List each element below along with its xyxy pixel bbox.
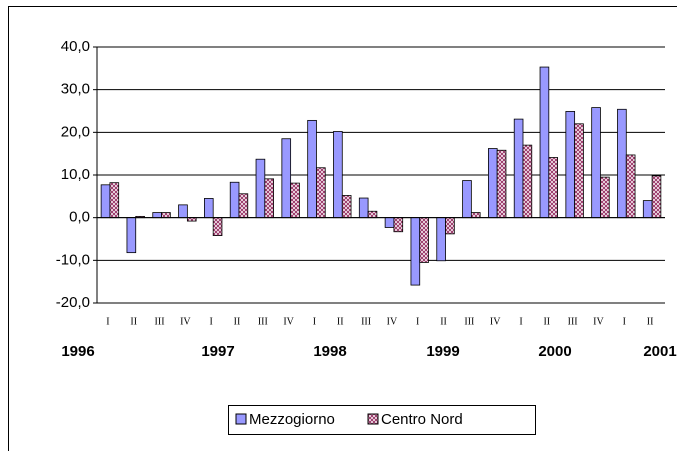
y-tick-label: 10,0 [61,166,90,183]
bar [161,212,171,219]
bar [496,149,507,219]
bar [617,108,627,219]
y-tick-label: 30,0 [61,81,90,98]
bar [470,212,481,219]
bar [109,182,120,219]
x-tick-label: IV [180,316,191,327]
chart-frame [8,6,677,451]
bar [591,107,601,219]
x-tick-label: I [313,316,316,327]
bar [358,197,369,219]
bar [445,217,455,235]
y-tick-label: 40,0 [61,38,90,55]
x-tick-label: III [155,316,165,327]
bar [178,204,188,219]
x-tick-label: I [416,316,419,327]
bar [651,175,662,219]
bar [341,195,352,219]
bar [522,144,533,219]
bar [126,217,137,254]
x-tick-label: IV [283,316,294,327]
x-tick-label: II [130,316,137,327]
x-tick-label: II [337,316,344,327]
x-tick-label: III [361,316,371,327]
x-tick-label: III [258,316,268,327]
y-tick-label: -20,0 [56,294,90,311]
x-tick-label: IV [490,316,501,327]
legend-swatch [235,413,247,425]
legend: Mezzogiorno Centro Nord [228,405,536,435]
x-tick-label: II [234,316,241,327]
year-label: 2000 [538,343,571,360]
x-tick-label: I [519,316,522,327]
year-label: 1998 [313,343,346,360]
bar [565,111,576,219]
bar [625,154,636,219]
bar [384,217,395,228]
bar [488,148,498,219]
bar [548,157,558,219]
x-tick-label: II [440,316,447,327]
bar [513,118,524,219]
bar [367,210,378,219]
bar [186,217,197,222]
year-label: 2001 [643,343,676,360]
bar [462,180,472,219]
bar [229,181,240,219]
year-label: 1999 [426,343,459,360]
y-tick-label: -10,0 [56,251,90,268]
year-label: 1997 [201,343,234,360]
bar [333,131,343,219]
bar [436,217,446,262]
y-tick-label: 0,0 [69,209,90,226]
bar [410,217,421,286]
bar [100,184,111,219]
year-label: 1996 [61,343,94,360]
legend-swatch [367,413,379,425]
legend-label: Mezzogiorno [249,411,335,428]
bar [264,178,274,219]
bar [281,138,292,219]
bar [307,119,317,219]
x-tick-label: I [106,316,109,327]
bar [212,217,223,236]
y-tick-label: 20,0 [61,123,90,140]
x-tick-label: II [543,316,550,327]
bar [204,198,214,219]
bar [255,158,266,219]
bar [539,66,550,219]
bar [600,176,610,219]
x-tick-label: III [568,316,578,327]
x-tick-label: II [647,316,654,327]
bar [393,217,404,233]
x-tick-label: IV [593,316,604,327]
x-tick-label: I [623,316,626,327]
bar [238,193,249,219]
bar [574,123,584,219]
x-tick-label: III [464,316,474,327]
x-tick-label: IV [387,316,398,327]
x-tick-label: I [210,316,213,327]
legend-box [228,405,536,435]
bar [152,212,162,219]
bar [290,182,300,219]
bar [419,217,429,263]
legend-label: Centro Nord [381,411,463,428]
bar [316,167,326,219]
bar [642,200,653,219]
